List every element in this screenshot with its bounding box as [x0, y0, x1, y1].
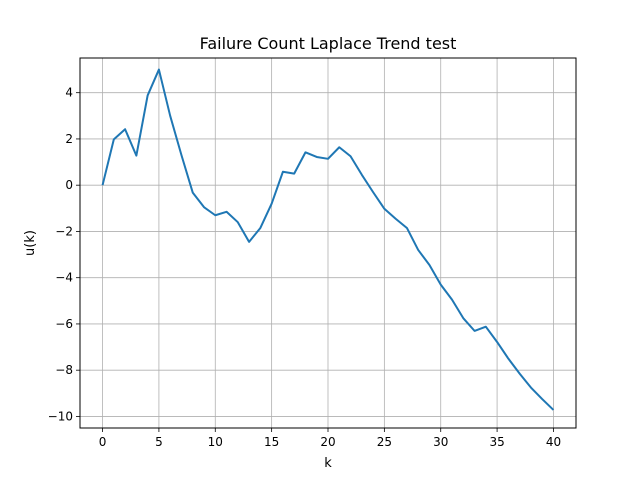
- y-axis-label: u(k): [23, 230, 38, 256]
- y-tick-label: −6: [55, 317, 73, 331]
- x-tick-label: 10: [208, 435, 223, 449]
- x-tick-label: 5: [155, 435, 163, 449]
- x-tick-label: 30: [433, 435, 448, 449]
- y-axis-ticks: −10 −8 −6 −4 −2 0 2 4: [48, 86, 80, 423]
- x-tick-label: 15: [264, 435, 279, 449]
- y-tick-label: 4: [65, 86, 73, 100]
- y-tick-label: −10: [48, 409, 73, 423]
- series-layer: [101, 68, 555, 411]
- grid-lines: [80, 58, 576, 428]
- x-tick-label: 20: [320, 435, 335, 449]
- x-tick-label: 25: [377, 435, 392, 449]
- x-axis-ticks: 0 5 10 15 20 25 30 35 40: [99, 428, 561, 449]
- y-tick-label: −4: [55, 271, 73, 285]
- y-tick-label: 2: [65, 132, 73, 146]
- chart-title: Failure Count Laplace Trend test: [200, 34, 457, 53]
- x-tick-label: 0: [99, 435, 107, 449]
- y-tick-label: −8: [55, 363, 73, 377]
- x-tick-label: 40: [546, 435, 561, 449]
- x-tick-label: 35: [489, 435, 504, 449]
- x-axis-label: k: [324, 456, 332, 471]
- series-line: [101, 68, 555, 411]
- y-tick-label: 0: [65, 178, 73, 192]
- y-tick-label: −2: [55, 224, 73, 238]
